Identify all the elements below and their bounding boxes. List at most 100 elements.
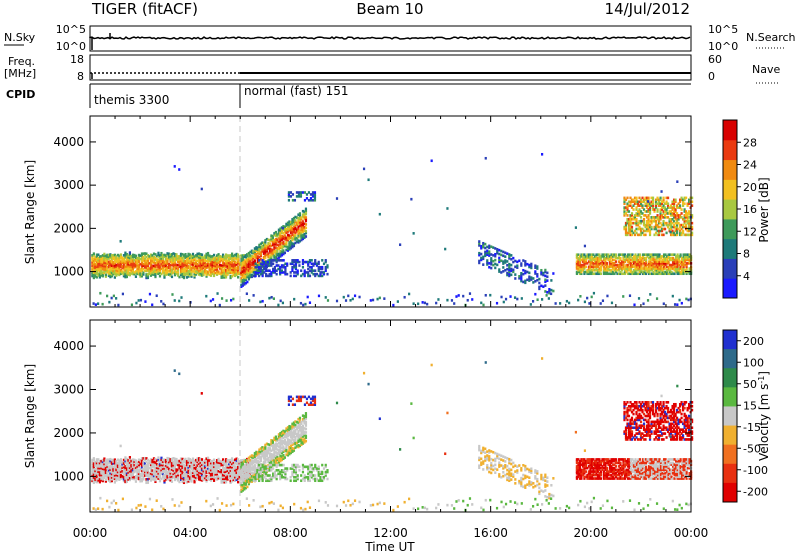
power-cell xyxy=(297,235,300,239)
velocity-cell xyxy=(170,457,174,461)
power-cell xyxy=(113,260,116,264)
velocity-cell xyxy=(146,481,150,484)
power-cell xyxy=(691,204,694,207)
power-cell xyxy=(546,271,549,275)
power-cell xyxy=(265,274,268,278)
power-cell xyxy=(642,217,646,221)
power-cell xyxy=(601,253,604,257)
power-cell xyxy=(252,271,255,274)
colorbar-swatch xyxy=(723,278,737,299)
power-cell xyxy=(191,263,195,266)
velocity-cell xyxy=(155,473,159,476)
power-cell xyxy=(262,250,265,254)
velocity-cell xyxy=(252,465,255,468)
power-cell xyxy=(628,272,631,276)
power-cell xyxy=(643,265,646,269)
power-cell xyxy=(267,241,270,245)
power-cell xyxy=(682,262,685,265)
power-cell xyxy=(674,221,677,225)
power-cell xyxy=(637,265,640,269)
velocity-cell xyxy=(170,464,174,468)
power-cell xyxy=(277,264,280,267)
velocity-cell xyxy=(142,472,145,476)
power-cell xyxy=(190,257,193,261)
velocity-cell xyxy=(232,473,235,476)
power-cell xyxy=(206,258,210,262)
velocity-cell xyxy=(252,472,255,475)
velocity-cell xyxy=(155,464,159,468)
velocity-cell xyxy=(128,471,132,475)
velocity-cell xyxy=(92,457,95,460)
power-cell xyxy=(243,269,246,272)
power-cell xyxy=(270,274,273,278)
power-cell xyxy=(158,259,162,262)
power-cell xyxy=(279,299,282,303)
power-cell xyxy=(91,264,94,267)
power-cell xyxy=(526,270,529,274)
power-cell xyxy=(110,296,113,300)
power-cell xyxy=(623,268,627,272)
power-cell xyxy=(233,260,237,264)
power-cell xyxy=(145,266,148,269)
power-cell xyxy=(176,274,180,277)
power-cell xyxy=(313,197,317,200)
power-colorbar-label: Power [dB] xyxy=(757,177,771,242)
power-cell xyxy=(642,233,646,237)
power-cell xyxy=(154,256,157,260)
power-cell xyxy=(101,267,104,271)
power-cell xyxy=(127,257,130,261)
velocity-cell xyxy=(229,465,232,469)
velocity-cell xyxy=(98,470,101,473)
power-cell xyxy=(119,263,122,267)
power-cell xyxy=(592,268,595,272)
power-cell xyxy=(282,250,285,254)
velocity-cell xyxy=(157,465,160,468)
power-cell xyxy=(648,210,652,213)
power-cell xyxy=(167,254,171,257)
power-cell xyxy=(672,225,676,229)
power-cell xyxy=(143,266,147,269)
power-cell xyxy=(199,268,202,272)
power-cell xyxy=(678,229,682,233)
velocity-cell xyxy=(215,467,219,471)
velocity-cell xyxy=(98,480,101,484)
velocity-cell xyxy=(235,473,238,476)
velocity-cell xyxy=(110,465,113,469)
power-cell xyxy=(652,258,655,262)
velocity-cell xyxy=(190,478,193,481)
power-cell xyxy=(642,198,646,202)
power-cell xyxy=(657,200,661,204)
power-cell xyxy=(524,279,527,283)
power-cell xyxy=(206,264,210,267)
power-cell xyxy=(680,301,683,305)
power-cell xyxy=(240,268,243,271)
power-cell xyxy=(453,302,456,305)
power-cell xyxy=(112,255,115,259)
power-cell xyxy=(185,265,189,269)
velocity-cell xyxy=(163,467,166,470)
power-cell xyxy=(100,265,103,269)
power-cell xyxy=(268,256,271,259)
velocity-cell xyxy=(185,470,189,474)
power-cell xyxy=(298,234,302,238)
velocity-cell xyxy=(130,477,133,480)
power-cell xyxy=(614,268,618,272)
velocity-cell xyxy=(91,472,94,476)
power-cell xyxy=(286,238,290,242)
velocity-cell xyxy=(182,481,186,485)
power-cell xyxy=(668,263,672,267)
velocity-cell xyxy=(184,457,187,461)
power-cell xyxy=(301,260,305,264)
power-cell xyxy=(194,269,198,273)
power-cell xyxy=(634,262,637,265)
power-cell xyxy=(680,196,683,200)
power-cell xyxy=(280,234,284,238)
power-cell xyxy=(486,245,489,249)
power-cell xyxy=(224,265,228,269)
power-cell xyxy=(188,270,192,274)
power-cell xyxy=(227,263,231,266)
velocity-cell xyxy=(205,471,208,474)
power-cell xyxy=(179,268,183,271)
velocity-cell xyxy=(134,459,138,462)
power-cell xyxy=(575,262,579,265)
